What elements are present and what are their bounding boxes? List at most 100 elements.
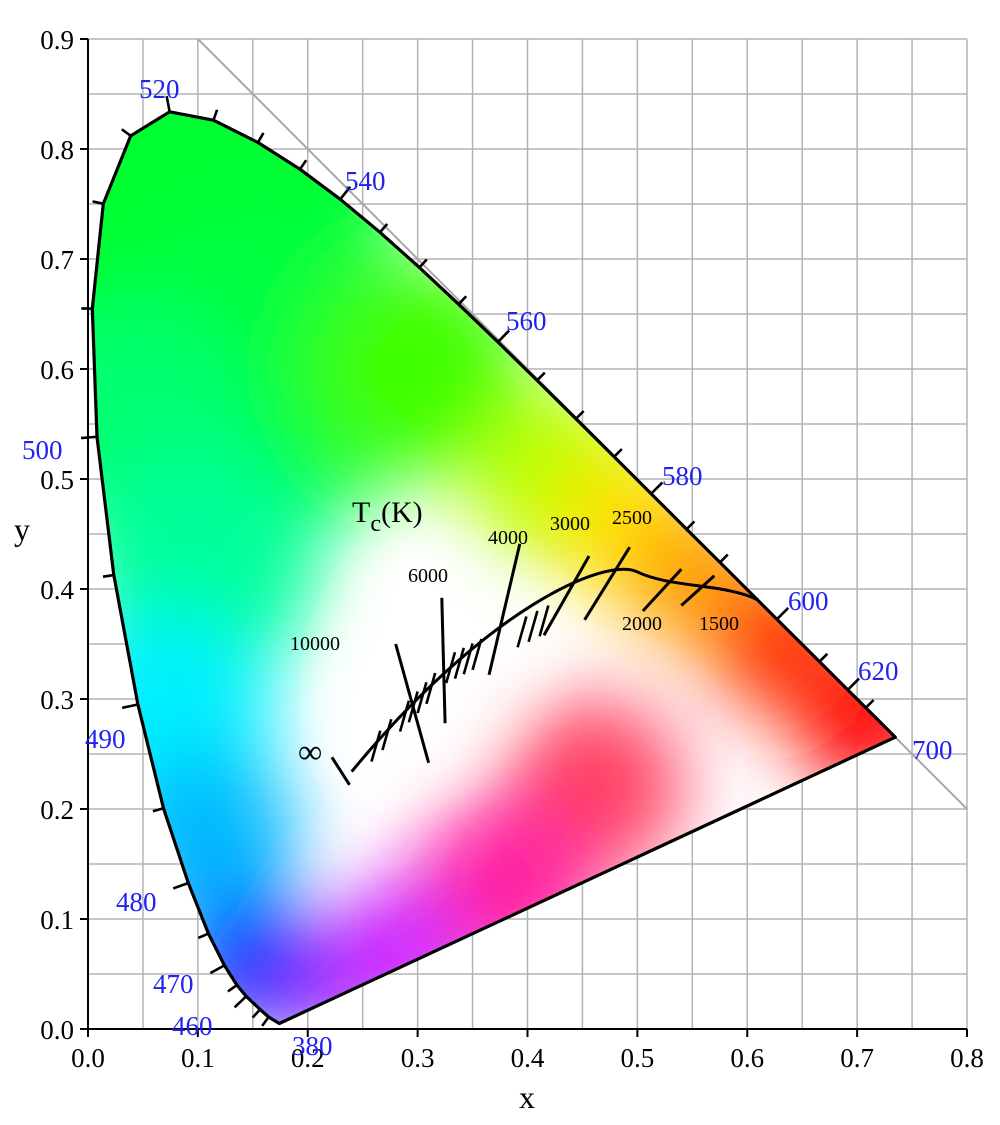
color-temperature-title: Tc(K) — [352, 496, 423, 537]
locus-tick — [457, 295, 468, 306]
isotherm-line — [583, 546, 631, 621]
isotherm-line — [680, 574, 716, 607]
tc-sub: c — [370, 511, 381, 537]
wavelength-label-600: 600 — [788, 586, 829, 616]
y-tick-label: 0.6 — [40, 355, 74, 385]
y-tick-label: 0.1 — [40, 905, 74, 935]
isotherm-line — [394, 643, 431, 764]
color-region — [325, 882, 466, 1022]
locus-tick — [497, 329, 511, 343]
x-tick-label: 0.8 — [950, 1043, 984, 1073]
isotherm-label-10000: 10000 — [290, 633, 340, 655]
locus-tick — [227, 984, 238, 993]
planckian-tick — [538, 605, 550, 637]
y-tick-label: 0.4 — [40, 575, 74, 605]
y-tick-label: 0.9 — [40, 25, 74, 55]
locus-tick — [575, 410, 585, 420]
planckian-tick — [444, 651, 457, 684]
wavelength-label-540: 540 — [345, 166, 386, 196]
locus-tick — [379, 223, 389, 234]
planckian-tick — [471, 638, 483, 671]
isotherm-line — [542, 555, 591, 636]
locus-tick — [613, 448, 623, 458]
y-tick-label: 0.2 — [40, 795, 74, 825]
isotherm-label-2000: 2000 — [622, 613, 662, 635]
color-region — [278, 956, 359, 1024]
infinity-cap — [330, 756, 351, 786]
locus-tick — [172, 881, 189, 890]
locus-tick — [775, 606, 790, 621]
locus-tick — [121, 703, 139, 710]
x-tick-label: 0.0 — [71, 1043, 105, 1073]
locus-tick — [233, 995, 248, 1009]
planckian-locus — [330, 543, 759, 786]
locus-tick — [102, 573, 115, 578]
wavelength-label-580: 580 — [662, 461, 703, 491]
x-tick-label: 0.1 — [181, 1043, 215, 1073]
planckian-tick — [462, 643, 474, 675]
tc-main: T — [352, 496, 370, 529]
y-tick-label: 0.8 — [40, 135, 74, 165]
planckian-tick — [407, 691, 419, 723]
planckian-tick — [425, 672, 437, 705]
locus-tick — [92, 200, 104, 206]
wavelength-label-490: 490 — [85, 724, 126, 754]
spectral-locus — [80, 95, 897, 1027]
locus-tick — [818, 652, 829, 663]
wavelength-label-520: 520 — [139, 74, 180, 104]
gamut-color-layers — [92, 111, 896, 1024]
locus-tick — [864, 699, 875, 709]
locus-outline — [90, 110, 897, 1026]
locus-tick — [846, 677, 861, 691]
y-axis-label: y — [14, 511, 30, 547]
wavelength-label-470: 470 — [153, 969, 194, 999]
isotherm-line — [487, 543, 522, 676]
locus-tick — [418, 258, 428, 269]
x-tick-label: 0.3 — [401, 1043, 435, 1073]
tc-rest: (K) — [381, 496, 423, 529]
wavelength-label-380: 380 — [292, 1031, 333, 1061]
planckian-tick — [381, 718, 393, 751]
locus-tick — [339, 185, 352, 201]
isotherm-label-3000: 3000 — [550, 513, 590, 535]
locus-tick — [165, 95, 171, 113]
locus-tick — [121, 128, 132, 137]
isotherm-label-6000: 6000 — [408, 565, 448, 587]
y-tick-label: 0.5 — [40, 465, 74, 495]
locus-tick — [256, 132, 265, 144]
wavelength-label-620: 620 — [858, 656, 899, 686]
locus-tick — [298, 159, 308, 170]
color-region — [798, 651, 896, 791]
planckian-tick — [416, 681, 428, 714]
locus-tick — [197, 932, 209, 940]
locus-tick — [650, 481, 664, 495]
locus-tick — [536, 371, 546, 382]
locus-tick — [261, 1016, 270, 1027]
x-tick-label: 0.4 — [511, 1043, 545, 1073]
x-tick-label: 0.7 — [840, 1043, 874, 1073]
locus-tick — [251, 1008, 262, 1019]
x-tick-label: 0.5 — [621, 1043, 655, 1073]
locus-tick — [719, 553, 729, 564]
y-tick-label: 0.3 — [40, 685, 74, 715]
isotherm-label-4000: 4000 — [488, 527, 528, 549]
gamut-fill — [92, 111, 896, 1024]
wavelength-label-700: 700 — [912, 735, 953, 765]
infinity-label: ∞ — [298, 734, 322, 771]
wavelength-label-560: 560 — [506, 306, 547, 336]
planckian-tick — [370, 730, 382, 762]
x-tick-label: 0.2 — [291, 1043, 325, 1073]
locus-tick — [152, 806, 164, 813]
isotherm-line — [641, 568, 683, 613]
x-tick-label: 0.6 — [730, 1043, 764, 1073]
isotherm-line — [440, 597, 447, 724]
locus-tick — [212, 109, 219, 121]
isotherm-label-2500: 2500 — [612, 507, 652, 529]
wavelength-label-480: 480 — [116, 887, 157, 917]
y-tick-label: 0.0 — [40, 1015, 74, 1045]
x-axis-label: x — [519, 1079, 535, 1115]
planckian-tick — [453, 647, 466, 680]
wavelength-label-460: 460 — [172, 1011, 213, 1041]
y-tick-label: 0.7 — [40, 245, 74, 275]
